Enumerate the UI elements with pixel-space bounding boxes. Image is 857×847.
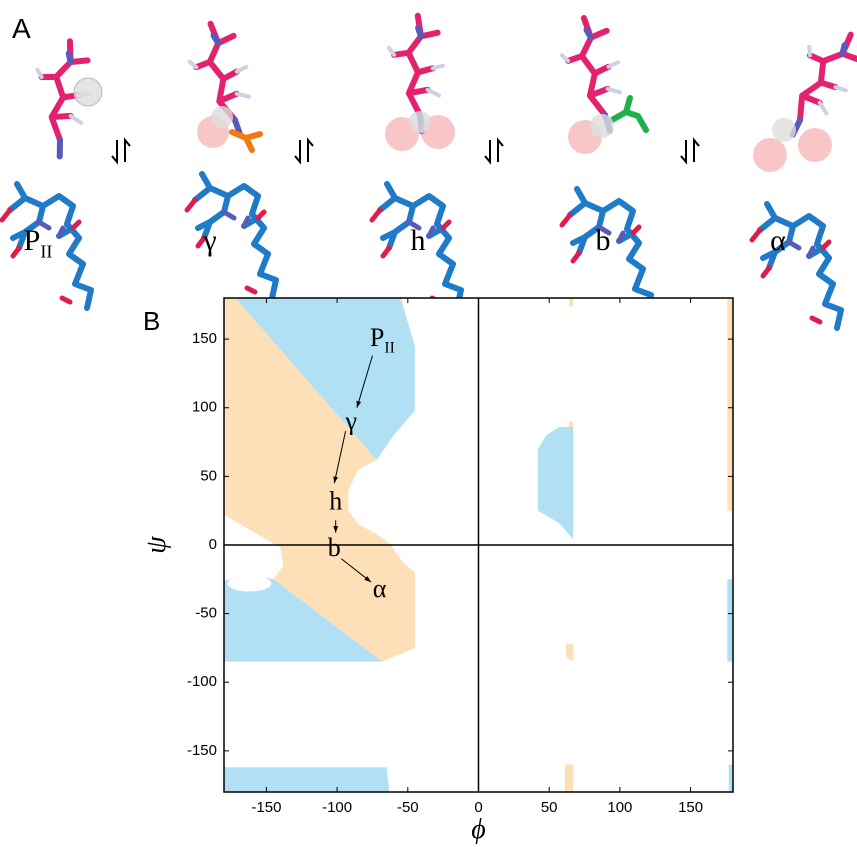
state-label: α (770, 224, 786, 257)
y-axis-label: ψ (141, 536, 172, 554)
x-tick-label: -100 (322, 799, 352, 816)
state-label: b (596, 224, 611, 257)
y-tick-label: 50 (200, 467, 217, 484)
structure-gamma (187, 21, 276, 298)
panel-label: A (12, 13, 31, 44)
region-blue (224, 767, 389, 792)
y-tick-label: -100 (187, 673, 217, 690)
state-label: h (411, 224, 426, 257)
x-tick-label: -50 (397, 799, 419, 816)
structure-pii (2, 35, 102, 308)
x-axis-label: ϕ (471, 814, 486, 845)
state-annotation: α (373, 574, 387, 603)
y-tick-label: -150 (187, 742, 217, 759)
state-label-symbol: γ (202, 224, 216, 257)
page: {"panel_a": {"panel_label": "A", "states… (0, 0, 857, 847)
state-annotation-symbol: γ (345, 407, 358, 436)
state-annotation-symbol: P (370, 323, 384, 352)
state-labels: PII γ h b α (24, 224, 786, 262)
region-blue (727, 579, 733, 661)
state-label: γ (202, 224, 216, 257)
x-tick-label: 50 (541, 799, 558, 816)
y-tick-label: 150 (192, 330, 217, 347)
y-tick-label: 100 (192, 399, 217, 416)
x-tick-label: 150 (678, 799, 703, 816)
state-label-symbol: P (24, 224, 41, 257)
y-tick-label: -50 (195, 605, 217, 622)
region-orange (565, 765, 573, 792)
region-gap (227, 575, 271, 591)
state-label-symbol: h (411, 224, 426, 257)
state-annotation: b (328, 533, 341, 562)
structure-b (560, 16, 651, 313)
state-annotation: h (329, 486, 342, 515)
body: A PIIγhbα B - (0, 0, 857, 847)
x-tick-label: 100 (607, 799, 632, 816)
region-orange (569, 298, 573, 306)
panel-label: B (143, 306, 160, 336)
state-label-symbol: b (596, 224, 611, 257)
state-annotation-symbol: h (329, 486, 342, 515)
structure-alpha (752, 19, 857, 328)
state-label-subscript: II (40, 242, 52, 262)
region-orange (727, 298, 733, 511)
y-tick-label: 0 (209, 536, 217, 553)
figure: A PIIγhbα B - (0, 0, 857, 847)
state-annotation-symbol: α (373, 574, 387, 603)
structure-h (372, 12, 461, 308)
region-orange (569, 422, 573, 427)
state-annotation-subscript: II (384, 340, 394, 357)
state-label-symbol: α (770, 224, 786, 257)
state-annotation: γ (345, 407, 358, 436)
x-tick-label: -150 (251, 799, 281, 816)
state-annotation-symbol: b (328, 533, 341, 562)
